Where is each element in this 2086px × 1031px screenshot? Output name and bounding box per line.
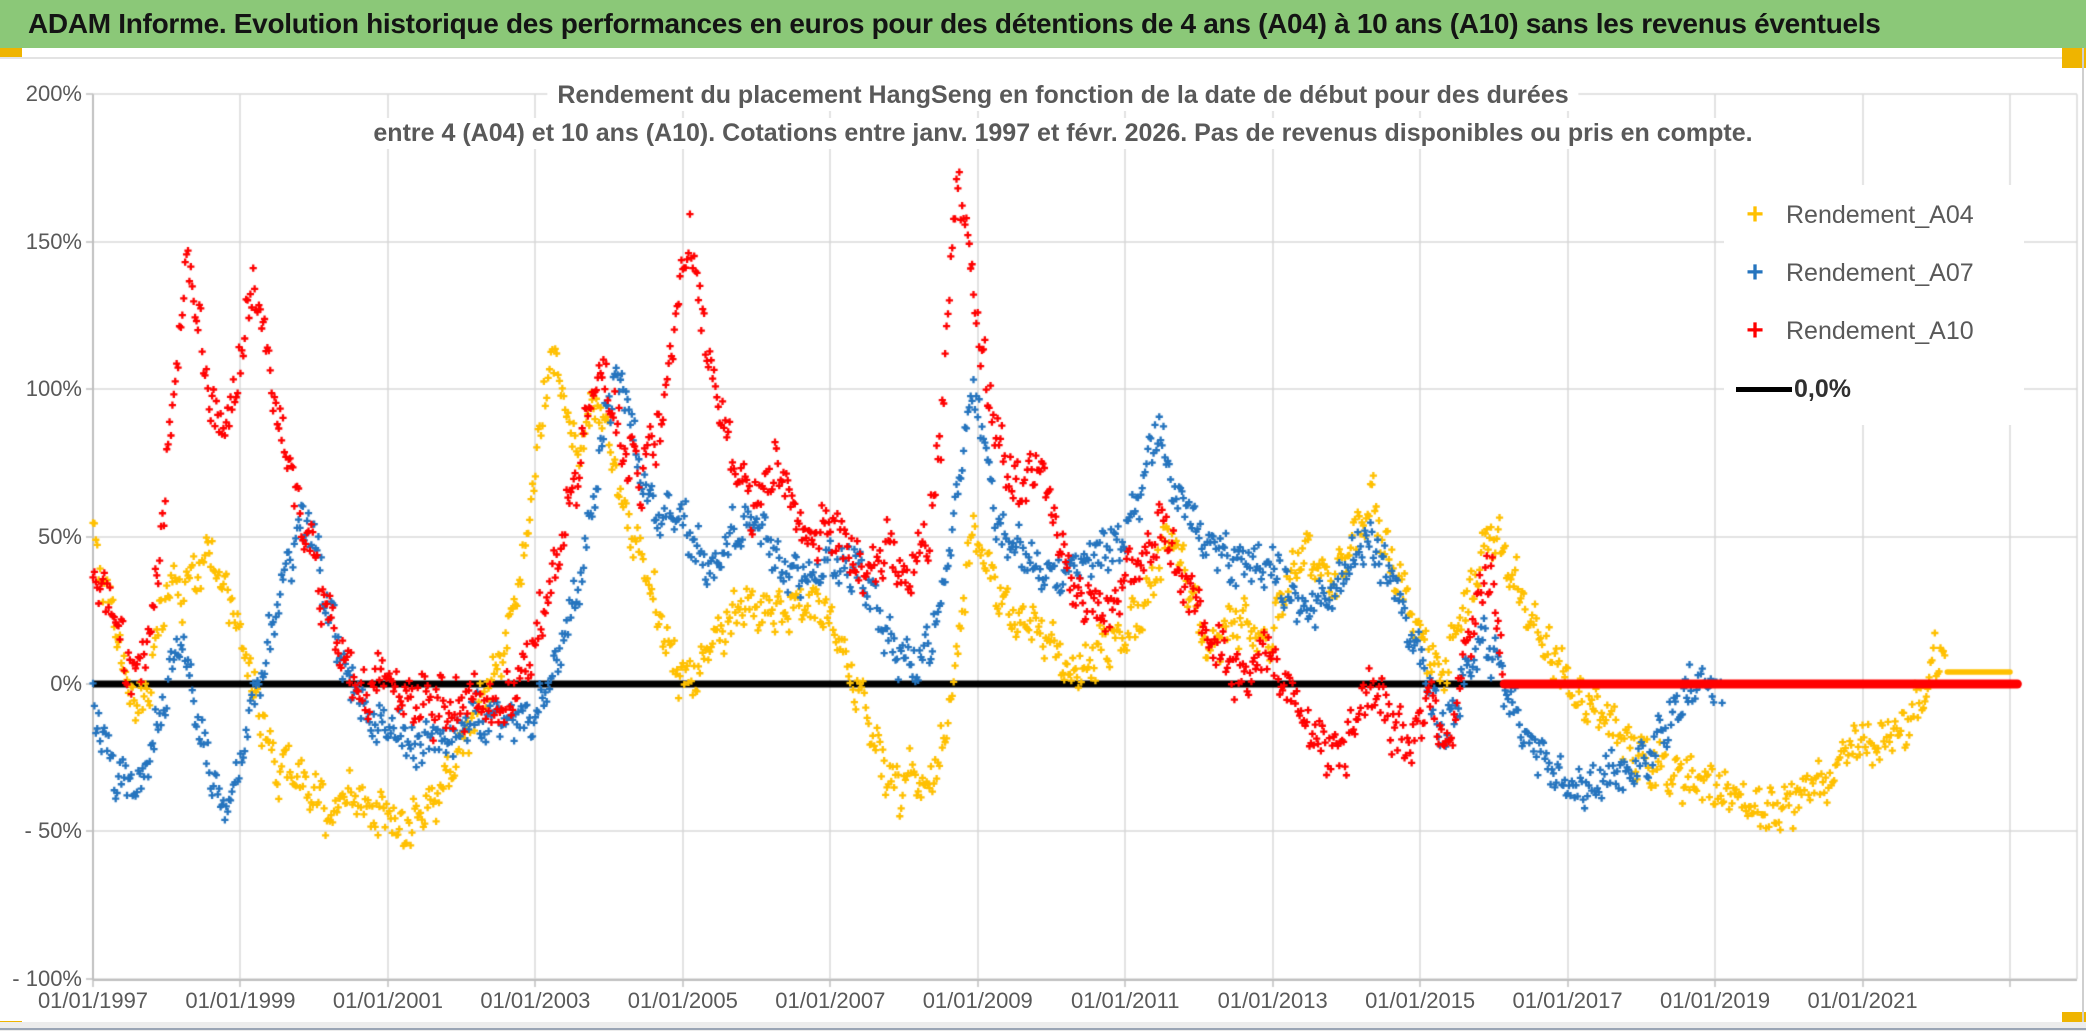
x-tick-label: 01/01/2003 [480, 988, 591, 1013]
legend-label: Rendement_A07 [1786, 258, 1974, 287]
y-tick-label: 200% [25, 81, 82, 107]
x-tick-label: 01/01/1999 [185, 988, 296, 1013]
y-tick-label: 50% [37, 523, 82, 549]
y-tick-label: - 50% [24, 818, 82, 844]
x-tick-label: 01/01/2011 [1070, 988, 1180, 1013]
x-tick-label: 01/01/1997 [37, 988, 149, 1013]
legend-line-icon [1736, 386, 1792, 392]
x-tick-label: 01/01/2021 [1807, 988, 1918, 1013]
window-bottom-line [0, 1028, 2086, 1030]
legend: + Rendement_A04 + Rendement_A07 + Rendement_A… [1724, 185, 2024, 425]
x-tick-label: 01/01/2009 [922, 988, 1033, 1013]
x-tick-label: 01/01/2001 [332, 988, 443, 1013]
legend-plus-marker-icon: + [1746, 256, 1764, 289]
x-tick-label: 01/01/2007 [775, 988, 886, 1013]
legend-item-rendement-a10: + Rendement_A10 [1724, 311, 2024, 351]
legend-label: 0,0% [1794, 374, 1851, 403]
legend-item-0-0-: 0,0% [1724, 369, 2024, 409]
y-tick-label: 0% [50, 671, 82, 696]
legend-label: Rendement_A10 [1786, 316, 1974, 345]
legend-item-rendement-a07: + Rendement_A07 [1724, 253, 2024, 293]
x-tick-label: 01/01/2017 [1512, 988, 1623, 1013]
y-tick-label: 150% [25, 228, 82, 254]
x-tick-label: 01/01/2015 [1365, 988, 1476, 1013]
y-tick-label: 100% [25, 376, 82, 402]
x-tick-label: 01/01/2005 [627, 988, 738, 1013]
legend-plus-marker-icon: + [1746, 198, 1764, 231]
legend-item-rendement-a04: + Rendement_A04 [1724, 195, 2024, 235]
legend-label: Rendement_A04 [1786, 200, 1974, 229]
y-tick-label: - 100% [12, 965, 82, 991]
chart-title-line1: Rendement du placement HangSeng en fonct… [547, 80, 1579, 111]
window-right-border [2082, 48, 2084, 1031]
x-tick-label: 01/01/2013 [1217, 988, 1328, 1013]
x-tick-label: 01/01/2019 [1659, 988, 1771, 1013]
chart-title-line2: entre 4 (A04) et 10 ans (A10). Cotations… [363, 118, 1763, 149]
window-bottom-strip [0, 1022, 2086, 1031]
legend-plus-marker-icon: + [1746, 314, 1764, 347]
